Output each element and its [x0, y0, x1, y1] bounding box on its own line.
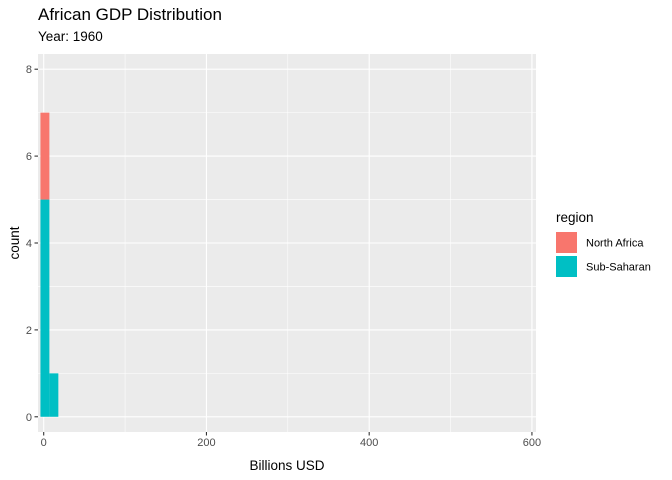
y-tick-label: 4 [26, 238, 32, 250]
x-axis: 0 200 400 600 [41, 432, 541, 449]
x-tick-label: 200 [197, 437, 215, 449]
x-axis-title: Billions USD [249, 458, 324, 473]
legend-label-north-africa: North Africa [586, 238, 644, 250]
legend-label-sub-saharan: Sub-Saharan [586, 262, 651, 274]
y-tick-label: 2 [26, 325, 32, 337]
x-tick-label: 0 [41, 437, 47, 449]
y-tick-label: 6 [26, 151, 32, 163]
legend-key-north-africa [556, 232, 577, 253]
chart-title: African GDP Distribution [38, 5, 222, 24]
y-axis: 0 2 4 6 8 [26, 64, 38, 424]
y-tick-label: 8 [26, 64, 32, 76]
chart-subtitle: Year: 1960 [38, 29, 103, 44]
bar-sub-saharan [49, 373, 59, 417]
legend: region North Africa Sub-Saharan [556, 210, 651, 277]
legend-title: region [556, 210, 594, 225]
x-tick-label: 400 [360, 437, 378, 449]
y-axis-title: count [7, 226, 22, 259]
bar-north-africa [40, 112, 50, 200]
bar-sub-saharan [40, 199, 50, 417]
legend-key-sub-saharan [556, 256, 577, 277]
x-tick-label: 600 [523, 437, 541, 449]
bars [40, 112, 59, 417]
y-tick-label: 0 [26, 412, 32, 424]
